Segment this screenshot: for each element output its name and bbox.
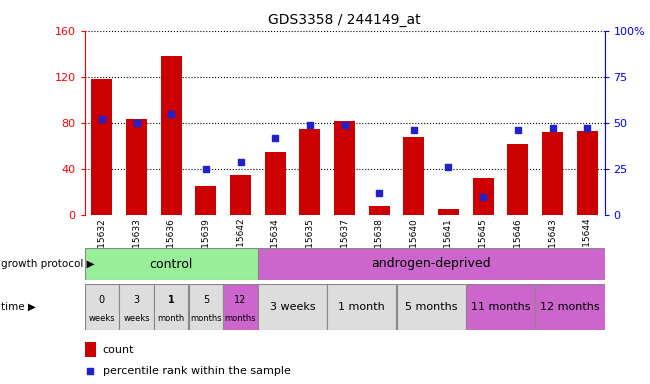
Text: 1: 1	[168, 295, 175, 305]
Point	[235, 159, 246, 165]
Text: control: control	[150, 258, 193, 270]
Bar	[438, 209, 459, 215]
Point	[97, 116, 107, 122]
Bar	[126, 119, 147, 215]
Bar	[577, 131, 597, 215]
Bar	[535, 284, 604, 330]
Text: months: months	[190, 314, 222, 323]
Text: 11 months: 11 months	[471, 302, 530, 312]
Bar	[369, 206, 389, 215]
Bar	[196, 186, 216, 215]
Bar	[334, 121, 355, 215]
Text: androgen-deprived: androgen-deprived	[371, 258, 491, 270]
Bar	[230, 175, 251, 215]
Bar	[258, 248, 604, 280]
Text: months: months	[225, 314, 256, 323]
Bar	[542, 132, 563, 215]
Point	[478, 194, 488, 200]
Bar	[327, 284, 396, 330]
Point	[374, 190, 384, 196]
Bar	[396, 284, 466, 330]
Text: count: count	[103, 345, 134, 355]
Point	[409, 127, 419, 133]
Bar	[473, 178, 493, 215]
Point	[85, 368, 96, 374]
Text: growth protocol ▶: growth protocol ▶	[1, 259, 95, 269]
Bar	[404, 137, 424, 215]
Point	[582, 125, 592, 131]
Bar	[223, 284, 258, 330]
Text: weeks: weeks	[88, 314, 115, 323]
Text: weeks: weeks	[124, 314, 150, 323]
Text: percentile rank within the sample: percentile rank within the sample	[103, 366, 291, 376]
Point	[131, 120, 142, 126]
Point	[201, 166, 211, 172]
Text: 1 month: 1 month	[339, 302, 385, 312]
Text: 3 weeks: 3 weeks	[270, 302, 315, 312]
Point	[547, 125, 558, 131]
Bar	[92, 79, 112, 215]
Text: 12: 12	[234, 295, 247, 305]
Text: 12 months: 12 months	[540, 302, 600, 312]
Bar	[466, 284, 535, 330]
Bar	[300, 129, 320, 215]
Text: 3: 3	[133, 295, 140, 305]
Bar	[508, 144, 528, 215]
Bar	[258, 284, 327, 330]
Text: 5: 5	[203, 295, 209, 305]
Text: month: month	[157, 314, 185, 323]
Bar	[119, 284, 154, 330]
Point	[443, 164, 454, 170]
Bar	[161, 56, 181, 215]
Text: time ▶: time ▶	[1, 302, 36, 312]
Text: 5 months: 5 months	[405, 302, 458, 312]
Point	[513, 127, 523, 133]
Bar	[265, 152, 285, 215]
Point	[339, 122, 350, 128]
Text: 0: 0	[99, 295, 105, 305]
Point	[166, 111, 176, 117]
Bar	[154, 284, 188, 330]
Bar	[188, 284, 223, 330]
Bar	[84, 248, 258, 280]
Point	[270, 134, 280, 141]
Bar	[84, 284, 119, 330]
Point	[305, 122, 315, 128]
Bar	[84, 342, 96, 357]
Title: GDS3358 / 244149_at: GDS3358 / 244149_at	[268, 13, 421, 27]
